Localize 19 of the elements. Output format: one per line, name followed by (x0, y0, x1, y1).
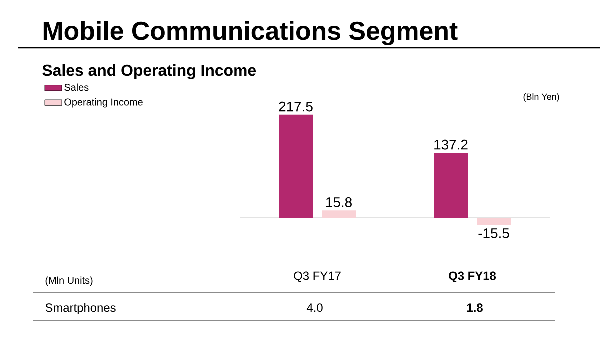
x-tick-label: Q3 FY18 (449, 272, 496, 282)
text: 1.8 (467, 304, 483, 312)
data-label: -15.5 (478, 228, 510, 238)
text: (Mln Units) (46, 276, 93, 286)
data-label: 15.8 (326, 197, 352, 208)
data-label: 217.5 (279, 102, 313, 112)
text: 4.0 (306, 304, 323, 312)
bar (279, 114, 313, 218)
text: (Bln Yen) (524, 93, 560, 102)
bar (434, 152, 468, 218)
text: Smartphones (46, 303, 116, 314)
chart-subtitle: Sales and Operating Income (42, 64, 256, 80)
legend-label: Operating Income (64, 98, 143, 108)
data-label: 137.2 (434, 140, 468, 150)
legend-label: Sales (64, 84, 89, 92)
chart-title: Mobile Communications Segment (44, 21, 458, 46)
bar (477, 218, 511, 226)
bar (322, 210, 356, 218)
x-tick-label: Q3 FY17 (294, 272, 341, 282)
